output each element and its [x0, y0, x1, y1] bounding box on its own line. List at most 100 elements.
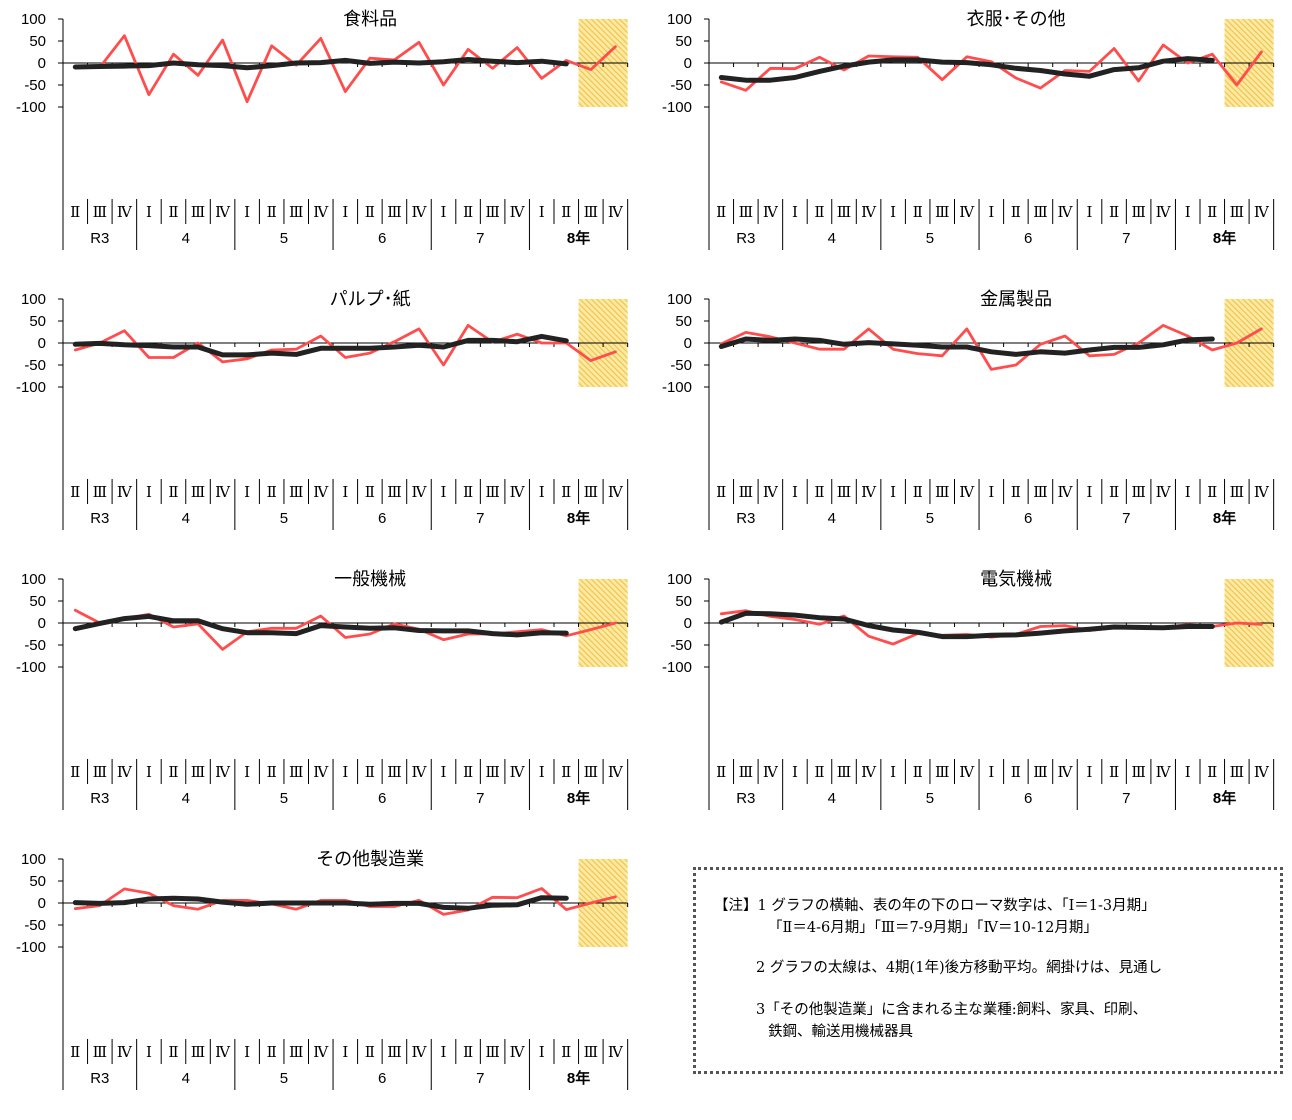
quarter-label: Ⅳ [510, 1043, 526, 1061]
quarter-label: Ⅰ [342, 483, 348, 501]
year-label: 7 [1122, 790, 1130, 807]
quarter-label: Ⅲ [289, 203, 303, 221]
y-tick-label: 0 [684, 615, 692, 632]
quarter-label: Ⅱ [913, 203, 923, 221]
year-label: 5 [280, 230, 288, 247]
year-label: 4 [828, 510, 836, 527]
chart-title: その他製造業 [316, 849, 424, 870]
note-line-1: 【注】1 グラフの横軸、表の年の下のローマ数字は、「Ⅰ＝1-3月期」 [714, 896, 1156, 916]
quarter-label: Ⅲ [584, 483, 598, 501]
moving-average-line [75, 336, 566, 355]
quarter-label: Ⅳ [608, 1043, 624, 1061]
y-tick-label: 100 [21, 291, 46, 308]
quarter-label: Ⅰ [988, 483, 994, 501]
quarter-label: Ⅳ [608, 763, 624, 781]
quarter-label: Ⅱ [561, 1043, 571, 1061]
quarter-label: Ⅰ [1185, 483, 1191, 501]
year-label: R3 [736, 510, 755, 527]
note-line-2: 「Ⅱ＝4-6月期」「Ⅲ＝7-9月期」「Ⅳ＝10-12月期」 [768, 918, 1098, 938]
quarter-label: Ⅱ [814, 763, 824, 781]
quarter-label: Ⅳ [117, 203, 133, 221]
y-tick-label: 0 [684, 55, 692, 72]
y-tick-label: 50 [29, 873, 46, 890]
quarter-label: Ⅲ [191, 763, 205, 781]
year-label: 8年 [567, 789, 590, 807]
quarter-label: Ⅲ [93, 1043, 107, 1061]
quarter-label: Ⅱ [168, 1043, 178, 1061]
quarter-label: Ⅳ [313, 1043, 329, 1061]
quarter-label: Ⅳ [763, 763, 779, 781]
quarter-label: Ⅱ [814, 483, 824, 501]
quarter-label: Ⅱ [913, 483, 923, 501]
y-tick-label: 0 [38, 55, 46, 72]
quarter-label: Ⅱ [267, 763, 277, 781]
quarter-label: Ⅳ [1057, 763, 1073, 781]
quarter-label: Ⅰ [890, 763, 896, 781]
quarter-label: Ⅰ [539, 763, 545, 781]
quarter-label: Ⅲ [1131, 203, 1145, 221]
quarter-label: Ⅰ [890, 203, 896, 221]
quarter-label: Ⅲ [93, 203, 107, 221]
quarter-label: Ⅰ [988, 763, 994, 781]
quarter-label: Ⅳ [1057, 203, 1073, 221]
y-tick-label: -100 [662, 99, 692, 116]
y-tick-label: -50 [24, 917, 46, 934]
quarter-label: Ⅰ [244, 763, 250, 781]
year-label: 6 [378, 790, 386, 807]
quarter-label: Ⅰ [146, 1043, 152, 1061]
quarter-label: Ⅳ [1254, 763, 1270, 781]
y-tick-label: 100 [21, 11, 46, 28]
quarter-label: Ⅰ [539, 203, 545, 221]
quarter-label: Ⅱ [1109, 763, 1119, 781]
quarter-label: Ⅳ [861, 483, 877, 501]
quarter-label: Ⅳ [411, 483, 427, 501]
quarter-label: Ⅳ [510, 203, 526, 221]
quarter-label: Ⅱ [1207, 203, 1217, 221]
quarter-label: Ⅱ [168, 483, 178, 501]
quarter-label: Ⅲ [93, 483, 107, 501]
quarter-label: Ⅲ [935, 203, 949, 221]
quarter-label: Ⅲ [1033, 203, 1047, 221]
note-line-3: 2 グラフの太線は、4期(1年)後方移動平均。網掛けは、見通し [756, 958, 1162, 978]
quarter-label: Ⅱ [463, 203, 473, 221]
year-label: 4 [828, 790, 836, 807]
quarter-label: Ⅳ [215, 763, 231, 781]
quarter-label: Ⅲ [485, 483, 499, 501]
y-tick-label: 100 [667, 291, 692, 308]
y-tick-label: 50 [29, 593, 46, 610]
quarterly-line [75, 36, 615, 102]
year-label: R3 [736, 230, 755, 247]
quarter-label: Ⅳ [763, 203, 779, 221]
quarter-label: Ⅰ [146, 763, 152, 781]
quarter-label: Ⅱ [267, 483, 277, 501]
y-tick-label: 0 [38, 895, 46, 912]
quarter-label: Ⅰ [244, 483, 250, 501]
quarter-label: Ⅲ [485, 203, 499, 221]
quarter-label: Ⅰ [441, 203, 447, 221]
chart-title: 一般機械 [334, 569, 406, 590]
quarter-label: Ⅰ [146, 483, 152, 501]
y-tick-label: 50 [675, 33, 692, 50]
quarter-label: Ⅰ [342, 763, 348, 781]
year-label: 6 [378, 1070, 386, 1087]
quarter-label: Ⅳ [411, 1043, 427, 1061]
quarter-label: Ⅱ [1207, 763, 1217, 781]
year-label: 7 [476, 1070, 484, 1087]
y-tick-label: -50 [670, 637, 692, 654]
year-label: 7 [1122, 230, 1130, 247]
quarter-label: Ⅱ [365, 1043, 375, 1061]
quarter-label: Ⅰ [1087, 203, 1093, 221]
year-label: 7 [476, 790, 484, 807]
quarter-label: Ⅲ [485, 1043, 499, 1061]
year-label: R3 [736, 790, 755, 807]
quarter-label: Ⅲ [1230, 203, 1244, 221]
quarter-label: Ⅳ [959, 763, 975, 781]
y-tick-label: 0 [38, 615, 46, 632]
chart-title: パルプ･紙 [330, 289, 411, 310]
quarter-label: Ⅱ [561, 763, 571, 781]
quarter-label: Ⅳ [763, 483, 779, 501]
year-label: 7 [1122, 510, 1130, 527]
